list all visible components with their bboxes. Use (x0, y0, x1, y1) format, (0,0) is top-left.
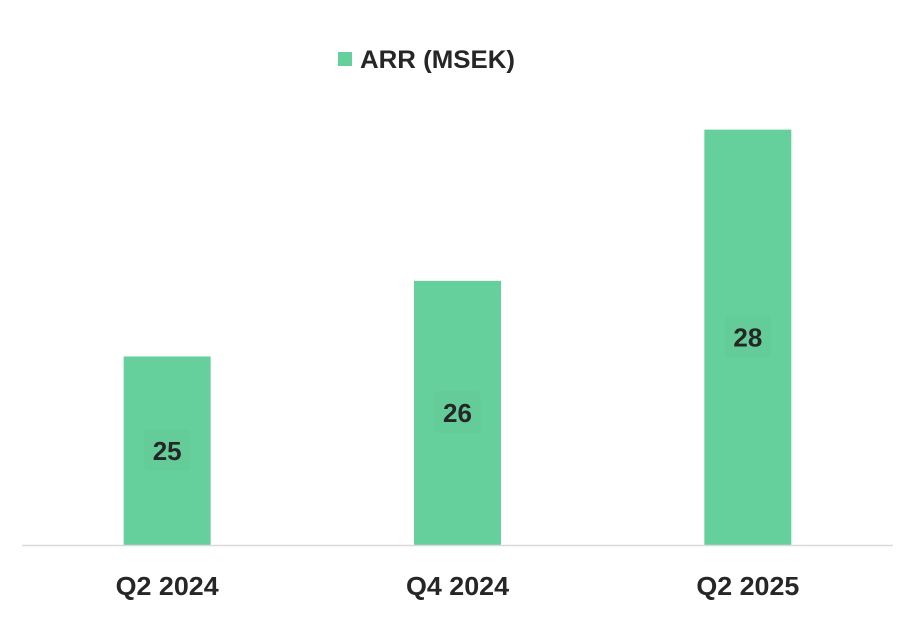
data-label-box (144, 428, 191, 471)
x-axis-tick-labels: Q2 2024 Q4 2024 Q2 2025 (116, 571, 800, 601)
data-label: 25 (153, 436, 182, 466)
data-label: 26 (443, 398, 472, 428)
x-tick-label: Q2 2024 (116, 571, 220, 601)
legend: ARR (MSEK) (338, 46, 515, 74)
x-tick-label: Q2 2025 (696, 571, 799, 601)
bars: 25 26 28 (123, 129, 792, 546)
data-label-box (434, 391, 481, 434)
legend-swatch (338, 52, 352, 66)
data-label: 28 (733, 323, 762, 353)
legend-label: ARR (MSEK) (360, 46, 515, 74)
data-label-box (724, 315, 771, 358)
x-tick-label: Q4 2024 (406, 571, 510, 601)
